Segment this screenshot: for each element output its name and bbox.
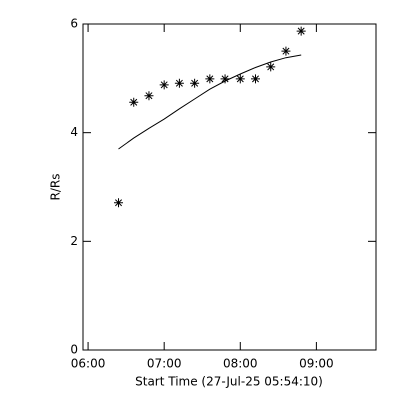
asterisk-point	[190, 78, 200, 88]
asterisk-point	[251, 74, 261, 84]
asterisk-point	[174, 78, 184, 88]
asterisk-point	[220, 74, 230, 84]
x-axis-label: Start Time (27-Jul-25 05:54:10)	[135, 375, 323, 389]
y-tick-label: 0	[70, 343, 78, 357]
y-tick-label: 4	[70, 125, 78, 139]
x-tick-label: 07:00	[147, 357, 182, 371]
y-axis-label: R/Rs	[49, 174, 63, 201]
asterisk-point	[144, 91, 154, 101]
asterisk-point	[129, 97, 139, 107]
asterisk-point	[114, 198, 124, 208]
asterisk-point	[235, 74, 245, 84]
x-tick-label: 09:00	[299, 357, 334, 371]
asterisk-point	[205, 74, 215, 84]
plot-frame	[82, 23, 377, 351]
x-tick-label: 08:00	[223, 357, 258, 371]
asterisk-point	[281, 46, 291, 56]
asterisk-point	[266, 62, 276, 72]
fit-line	[118, 54, 302, 150]
y-tick-label: 2	[70, 234, 78, 248]
asterisk-point	[296, 26, 306, 36]
x-tick-label: 06:00	[71, 357, 106, 371]
asterisk-point	[159, 80, 169, 90]
y-tick-label: 6	[70, 17, 78, 31]
